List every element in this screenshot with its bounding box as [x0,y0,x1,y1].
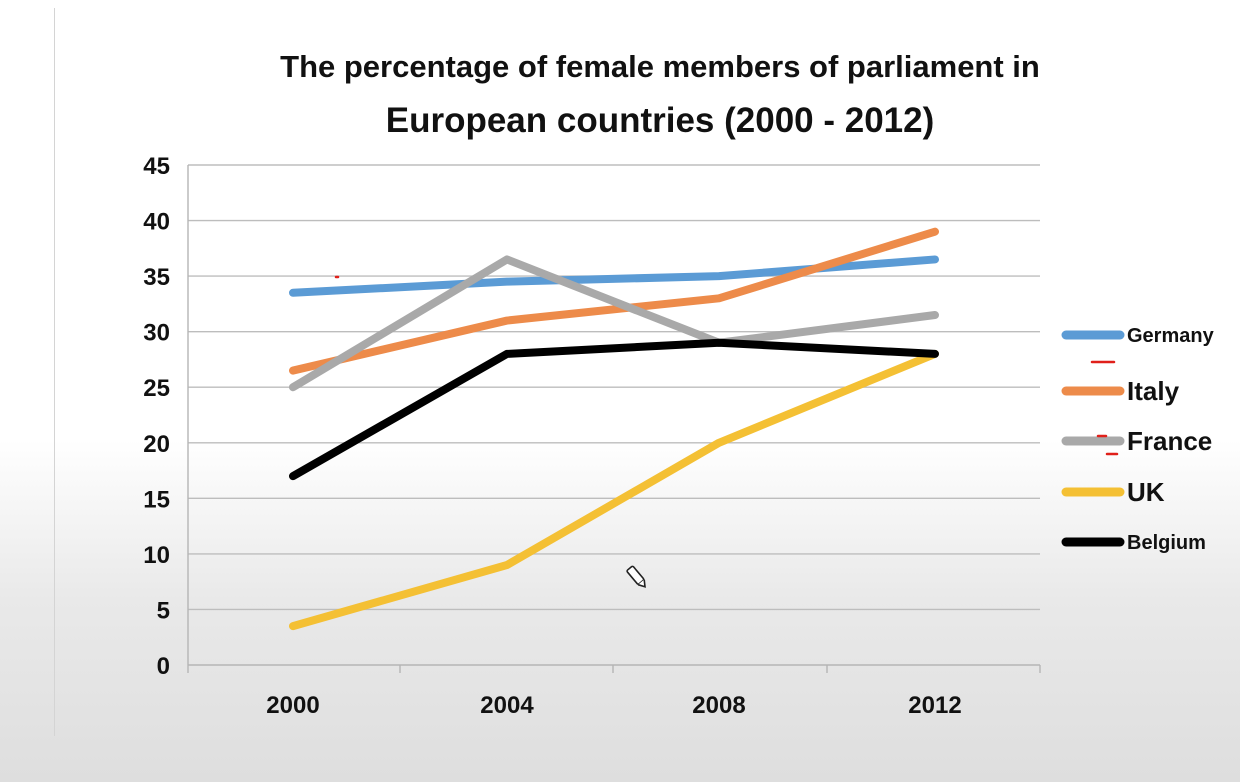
x-tick-label: 2008 [692,692,745,719]
frame-divider [54,8,55,736]
y-tick-label: 45 [143,153,170,180]
legend-label-belgium: Belgium [1127,532,1206,554]
x-tick-label: 2004 [480,692,534,719]
x-tick-label: 2012 [908,692,961,719]
y-tick-label: 5 [157,597,170,624]
x-tick-label: 2000 [266,692,319,719]
axes [187,165,1041,673]
series-line-uk [289,349,939,631]
y-tick-label: 10 [143,542,170,569]
y-axis-ticks: 0 5 10 15 20 25 30 35 40 45 [143,153,170,680]
y-tick-label: 0 [157,653,170,680]
y-tick-label: 20 [143,431,170,458]
legend-label-germany: Germany [1127,325,1215,347]
series-line-italy [289,227,939,375]
chart-title: The percentage of female members of parl… [150,40,1170,148]
pen-cursor-tip [637,579,646,588]
y-tick-label: 30 [143,320,170,347]
chart-subtitle: European countries (2000 - 2012) [385,101,935,140]
gridlines [188,164,1040,611]
pen-cursor-body [626,565,645,585]
series-lines [289,227,939,631]
series-line-belgium [289,338,939,481]
legend: Germany Italy France UK Belgium [334,275,1215,588]
y-tick-label: 40 [143,209,170,236]
chart-title-line-1: The percentage of female members of parl… [280,49,1040,84]
x-axis-ticks: 2000 2004 2008 2012 [266,692,961,719]
y-tick-label: 15 [143,486,170,513]
y-tick-label: 35 [143,264,170,291]
series-line-france [289,255,939,392]
pen-cursor-icon [626,565,646,588]
legend-label-france: France [1127,426,1212,456]
y-tick-label: 25 [143,375,170,402]
legend-label-uk: UK [1127,477,1165,507]
legend-label-italy: Italy [1127,376,1180,406]
